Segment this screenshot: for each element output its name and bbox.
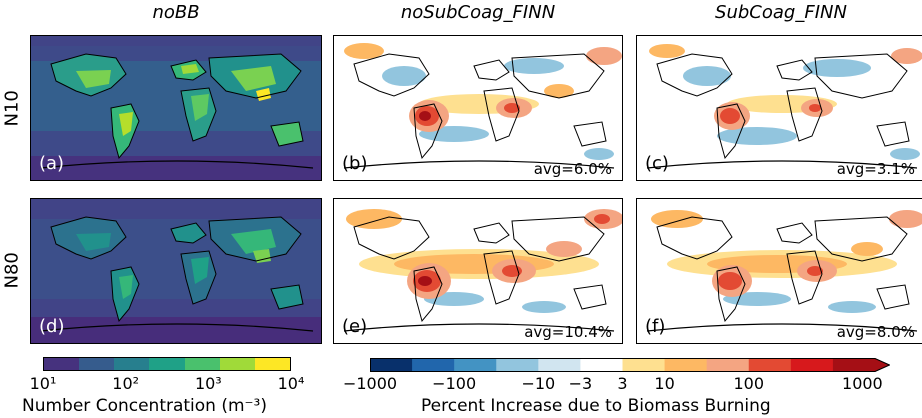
colorbar-percent-graphic	[370, 358, 891, 372]
colorbar-concentration-segment	[114, 358, 150, 370]
panel-label-a: (a)	[39, 153, 65, 174]
colorbar-concentration-segment	[149, 358, 185, 370]
avg-value-f: avg=8.0%	[836, 323, 915, 341]
map-panel-e: (e) avg=10.4%	[333, 198, 623, 344]
avg-value-c: avg=3.1%	[836, 160, 915, 178]
map-panel-c: (c) avg=3.1%	[636, 35, 922, 181]
column-title-subcoag-finn: SubCoag_FINN	[715, 2, 847, 23]
concentration-map-a	[31, 36, 321, 180]
column-title-nosubcoag-finn: noSubCoag_FINN	[400, 2, 556, 23]
avg-value-e: avg=10.4%	[524, 323, 612, 341]
row-label-n10: N10	[1, 90, 23, 127]
colorbar-percent-segment	[664, 358, 708, 372]
colorbar-concentration-tick-label: 10¹	[29, 374, 57, 393]
percent-map-c	[646, 44, 922, 169]
colorbar-concentration-title: Number Concentration (m⁻³)	[22, 396, 267, 416]
panel-label-d: (d)	[39, 316, 65, 337]
colorbar-concentration	[43, 357, 291, 371]
colorbar-percent-segment	[748, 358, 792, 372]
colorbar-percent-outline	[370, 358, 891, 372]
colorbar-concentration-segment	[184, 358, 220, 370]
map-panel-d: (d)	[30, 198, 322, 344]
colorbar-percent-segment	[454, 358, 497, 372]
colorbar-percent-tick-label: −1000	[342, 374, 398, 393]
colorbar-concentration-segments	[44, 358, 290, 370]
row-label-n80: N80	[1, 252, 23, 289]
map-panel-a: (a)	[30, 35, 322, 181]
concentration-map-d	[31, 199, 321, 343]
colorbar-percent-segment	[370, 358, 413, 372]
colorbar-concentration-segment	[44, 358, 80, 370]
colorbar-percent-segment	[496, 358, 539, 372]
map-panel-f: (f) avg=8.0%	[636, 198, 922, 344]
colorbar-concentration-segment	[254, 358, 290, 370]
colorbar-percent	[370, 357, 891, 372]
percent-map-e	[343, 209, 622, 332]
colorbar-concentration-tick-label: 10³	[194, 374, 222, 393]
colorbar-concentration-segment	[79, 358, 115, 370]
colorbar-percent-segment	[832, 358, 890, 372]
panel-label-c: (c)	[645, 153, 669, 174]
colorbar-percent-tick-label: 100	[733, 374, 765, 393]
percent-map-b	[343, 43, 622, 169]
colorbar-percent-title: Percent Increase due to Biomass Burning	[421, 396, 771, 416]
colorbar-concentration-tick-label: 10²	[112, 374, 140, 393]
map-panel-b: (b) avg=6.0%	[333, 35, 623, 181]
colorbar-percent-segment	[538, 358, 581, 372]
colorbar-percent-segment	[412, 358, 455, 372]
colorbar-percent-tick-label: −10	[521, 374, 556, 393]
colorbar-percent-tick-label: 1000	[842, 374, 883, 393]
panel-label-f: (f)	[645, 316, 666, 337]
colorbar-concentration-segment	[219, 358, 255, 370]
column-title-nobb: noBB	[152, 2, 200, 23]
colorbar-percent-tick-label: 10	[654, 374, 675, 393]
colorbar-concentration-tick-label: 10⁴	[277, 374, 305, 393]
colorbar-percent-segment	[580, 358, 623, 372]
panel-label-e: (e)	[342, 316, 368, 337]
colorbar-percent-tick-label: −100	[432, 374, 477, 393]
percent-map-f	[646, 210, 922, 332]
colorbar-percent-segment	[790, 358, 834, 372]
colorbar-percent-tick-label: −3	[568, 374, 593, 393]
panel-label-b: (b)	[342, 153, 368, 174]
colorbar-percent-segment	[706, 358, 750, 372]
colorbar-percent-segment	[622, 358, 666, 372]
colorbar-percent-tick-label: 3	[617, 374, 628, 393]
avg-value-b: avg=6.0%	[533, 160, 612, 178]
